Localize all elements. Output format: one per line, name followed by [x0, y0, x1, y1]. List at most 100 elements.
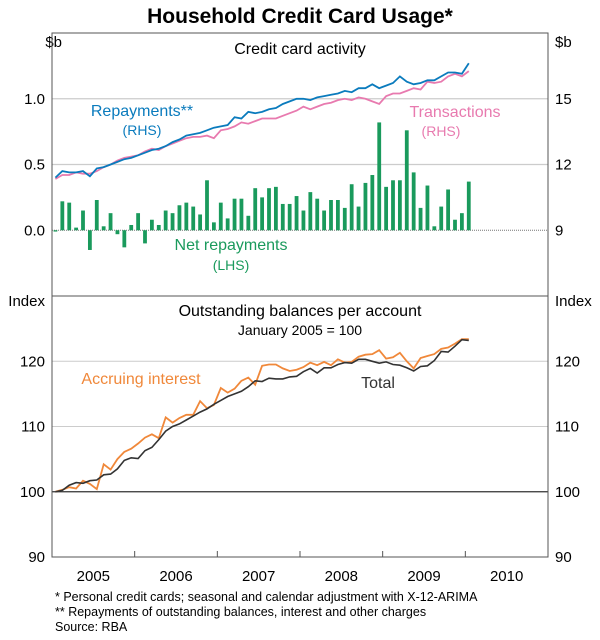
- net-repayments-bar: [246, 215, 251, 231]
- left-tick-label: 110: [21, 419, 45, 436]
- net-repayments-bar: [184, 202, 189, 231]
- right-unit-top: $b: [555, 34, 572, 51]
- net-repayments-bar: [439, 206, 444, 231]
- net-repayments-bar: [294, 196, 299, 231]
- net-repayments-bar: [342, 207, 347, 231]
- footnote-source: Source: RBA: [55, 620, 128, 634]
- net-repayments-bar: [253, 188, 258, 231]
- net-repayments-bar: [287, 203, 292, 231]
- right-tick-label: 9: [555, 222, 563, 239]
- chart-title: Household Credit Card Usage*: [147, 5, 454, 28]
- net-repayments-bar: [170, 213, 175, 231]
- net-repayments-bar: [129, 224, 134, 231]
- net-repayments-bar: [384, 186, 389, 231]
- bottom-panel-title: Outstanding balances per account: [179, 303, 422, 320]
- right-unit-bottom: Index: [555, 293, 592, 310]
- right-tick-label: 120: [555, 353, 580, 370]
- right-tick-label: 90: [555, 549, 572, 566]
- left-tick-label: 100: [20, 484, 45, 501]
- net-repayments-bar: [74, 227, 79, 231]
- x-tick-label: 2005: [77, 568, 110, 585]
- x-tick-label: 2006: [159, 568, 192, 585]
- net-repayments-bar: [411, 172, 416, 231]
- net-repayments-bar: [191, 206, 196, 231]
- bottom-panel-subtitle: January 2005 = 100: [238, 322, 362, 338]
- net-repayments-bar: [260, 197, 265, 231]
- footnote-2: ** Repayments of outstanding balances, i…: [55, 605, 426, 619]
- net-repayments-bar: [459, 213, 464, 231]
- right-tick-label: 12: [555, 157, 572, 174]
- net-repayments-bar: [67, 202, 72, 231]
- net-repayments-bar: [143, 230, 147, 244]
- net-repayments-bar: [273, 186, 278, 231]
- transactions-axis-label: (RHS): [422, 123, 461, 139]
- net-repayments-bar: [136, 213, 141, 231]
- net-repayments-bar: [94, 200, 99, 231]
- net-repayments-bar: [418, 207, 423, 231]
- net-repayments-bar: [432, 226, 437, 231]
- repayments-line: [54, 62, 470, 179]
- net-repayments-bar: [356, 206, 361, 231]
- left-tick-label: 90: [28, 549, 45, 566]
- net-repayments-bar: [308, 192, 313, 231]
- net-repayments-bar: [404, 130, 409, 231]
- net-repayments-bar: [156, 224, 161, 231]
- transactions-line: [54, 70, 470, 180]
- net-repayments-bar: [101, 226, 106, 231]
- left-unit-bottom: Index: [8, 293, 45, 310]
- net-repayments-bar: [60, 201, 65, 231]
- net-repayments-bar: [149, 219, 154, 231]
- x-tick-label: 2009: [407, 568, 440, 585]
- transactions-label: Transactions: [410, 104, 501, 121]
- left-tick-label: 120: [20, 353, 45, 370]
- net-repayments-label: Net repayments: [175, 237, 288, 254]
- net-repayments-bar: [322, 210, 327, 231]
- x-tick-label: 2008: [325, 568, 358, 585]
- x-tick-label: 2007: [242, 568, 275, 585]
- accruing-interest-line: [55, 338, 469, 493]
- net-repayments-bar: [425, 185, 430, 231]
- net-repayments-bar: [397, 180, 402, 231]
- net-repayments-bar: [108, 213, 113, 231]
- net-repayments-bar: [205, 180, 209, 231]
- repayments-label: Repayments**: [91, 103, 193, 120]
- bottom-panel-gridlines: [52, 360, 548, 493]
- net-repayments-bar: [211, 222, 216, 231]
- net-repayments-bar: [377, 122, 382, 231]
- top-panel-lines: [54, 62, 470, 180]
- net-repayments-bar: [87, 230, 92, 250]
- repayments-axis-label: (RHS): [123, 122, 162, 138]
- net-repayments-bar: [391, 180, 395, 231]
- left-unit-top: $b: [45, 34, 62, 51]
- net-repayments-bar: [122, 230, 127, 248]
- total-line: [55, 338, 469, 493]
- top-panel-title: Credit card activity: [234, 41, 366, 58]
- left-tick-label: 0.5: [24, 157, 45, 174]
- net-repayments-bars: [53, 122, 471, 250]
- net-repayments-bar: [301, 210, 306, 231]
- net-repayments-bar: [177, 205, 182, 231]
- net-repayments-bar: [198, 214, 203, 231]
- right-tick-label: 110: [555, 419, 579, 436]
- net-repayments-bar: [232, 198, 237, 231]
- net-repayments-bar: [315, 198, 320, 231]
- right-tick-label: 100: [555, 484, 580, 501]
- right-tick-label: 15: [555, 91, 572, 108]
- net-repayments-bar: [466, 181, 471, 231]
- left-tick-label: 0.0: [24, 222, 45, 239]
- net-repayments-bar: [163, 210, 168, 231]
- footnote-1: * Personal credit cards; seasonal and ca…: [55, 590, 478, 604]
- net-repayments-bar: [239, 198, 244, 231]
- accruing-interest-label: Accruing interest: [81, 371, 201, 388]
- net-repayments-bar: [225, 218, 230, 231]
- net-repayments-bar: [81, 210, 85, 231]
- bottom-panel-lines: [55, 338, 469, 493]
- net-repayments-bar: [453, 219, 457, 231]
- net-repayments-bar: [329, 200, 333, 231]
- left-tick-label: 1.0: [24, 91, 45, 108]
- net-repayments-bar: [335, 200, 340, 231]
- net-repayments-bar: [280, 203, 285, 231]
- net-repayments-bar: [115, 230, 120, 235]
- net-repayments-bar: [267, 188, 271, 231]
